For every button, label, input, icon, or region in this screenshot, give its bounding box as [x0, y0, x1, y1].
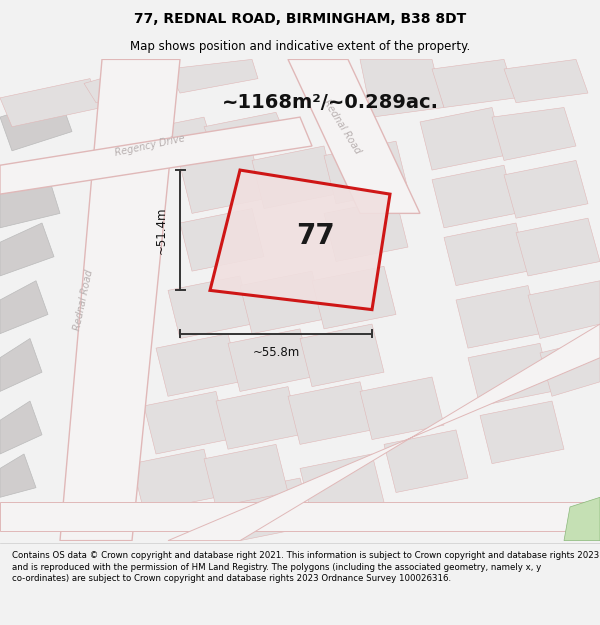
Polygon shape [516, 218, 600, 276]
Text: Rednal Road: Rednal Road [322, 98, 362, 156]
Polygon shape [0, 175, 60, 228]
Polygon shape [384, 430, 468, 492]
Polygon shape [492, 107, 576, 161]
Polygon shape [84, 59, 180, 102]
Polygon shape [132, 117, 216, 170]
Polygon shape [312, 266, 396, 329]
Polygon shape [0, 98, 72, 151]
Polygon shape [504, 59, 588, 102]
Text: Regency Drive: Regency Drive [114, 134, 186, 158]
Polygon shape [300, 324, 384, 387]
Polygon shape [0, 281, 48, 334]
Polygon shape [144, 391, 228, 454]
Polygon shape [240, 271, 324, 334]
Polygon shape [288, 59, 420, 213]
Polygon shape [504, 161, 588, 218]
Polygon shape [456, 286, 540, 348]
Text: 77: 77 [296, 222, 334, 250]
Polygon shape [432, 59, 516, 108]
Polygon shape [228, 478, 312, 541]
Polygon shape [324, 141, 408, 204]
Polygon shape [168, 324, 600, 541]
Polygon shape [0, 79, 102, 127]
Polygon shape [468, 343, 552, 406]
Polygon shape [420, 107, 504, 170]
Polygon shape [210, 170, 390, 309]
Polygon shape [228, 329, 312, 391]
Polygon shape [324, 199, 408, 261]
Polygon shape [132, 449, 216, 512]
Polygon shape [480, 401, 564, 464]
Polygon shape [0, 454, 36, 498]
Polygon shape [180, 209, 264, 271]
Polygon shape [156, 334, 240, 396]
Text: 77, REDNAL ROAD, BIRMINGHAM, B38 8DT: 77, REDNAL ROAD, BIRMINGHAM, B38 8DT [134, 12, 466, 26]
Polygon shape [0, 117, 312, 194]
Polygon shape [204, 112, 288, 156]
Polygon shape [288, 382, 372, 444]
Polygon shape [180, 151, 264, 213]
Polygon shape [0, 401, 42, 454]
Polygon shape [528, 281, 600, 339]
Polygon shape [444, 223, 528, 286]
Text: ~55.8m: ~55.8m [253, 346, 299, 359]
Text: ~1168m²/~0.289ac.: ~1168m²/~0.289ac. [221, 93, 439, 112]
Polygon shape [564, 498, 600, 541]
Polygon shape [0, 502, 600, 531]
Polygon shape [168, 276, 252, 339]
Polygon shape [168, 59, 258, 93]
Polygon shape [0, 223, 54, 276]
Text: Contains OS data © Crown copyright and database right 2021. This information is : Contains OS data © Crown copyright and d… [12, 551, 599, 583]
Polygon shape [360, 59, 444, 117]
Polygon shape [300, 454, 384, 516]
Polygon shape [204, 444, 288, 507]
Polygon shape [540, 339, 600, 396]
Polygon shape [0, 339, 42, 391]
Polygon shape [432, 165, 516, 228]
Text: Map shows position and indicative extent of the property.: Map shows position and indicative extent… [130, 40, 470, 52]
Text: Rednal Road: Rednal Road [73, 269, 95, 331]
Polygon shape [60, 59, 180, 541]
Text: ~51.4m: ~51.4m [155, 206, 168, 254]
Polygon shape [360, 377, 444, 439]
Polygon shape [216, 387, 300, 449]
Polygon shape [252, 146, 336, 209]
